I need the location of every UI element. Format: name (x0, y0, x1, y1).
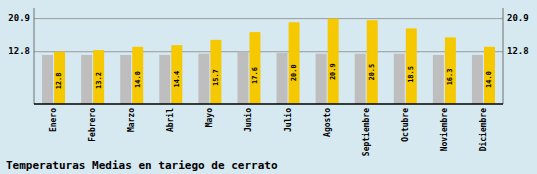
data-label: 16.3 (446, 68, 454, 85)
x-tick-label: Julio (283, 108, 293, 132)
bar (42, 55, 53, 104)
bar (171, 45, 182, 104)
bar (433, 55, 444, 104)
x-tick-label: Abril (165, 108, 175, 132)
bar (406, 28, 417, 104)
data-label: 15.7 (212, 69, 220, 86)
data-label: 12.8 (55, 72, 63, 89)
x-tick-label: Diciembre (478, 108, 488, 152)
data-label: 14.4 (173, 71, 181, 88)
x-tick-label: Enero (49, 108, 58, 132)
bar (237, 52, 248, 104)
x-tick-label: Octubre (401, 108, 410, 142)
x-tick-label: Mayo (205, 108, 214, 127)
x-tick-label: Junio (243, 108, 253, 132)
data-label: 20.9 (329, 63, 337, 80)
data-label: 13.2 (95, 72, 103, 89)
x-tick-label: Agosto (323, 108, 332, 137)
data-label: 14.0 (134, 71, 142, 88)
bar (198, 54, 209, 104)
y2-tick-label: 12.8 (507, 46, 529, 56)
bar (93, 50, 104, 104)
bar (120, 55, 131, 104)
bar (159, 55, 170, 104)
grid-line (34, 51, 503, 52)
bar (472, 55, 483, 104)
bar (316, 54, 327, 104)
bar (132, 47, 143, 104)
y2-axis-line (503, 8, 504, 104)
bar (484, 47, 495, 104)
x-tick-label: Noviembre (439, 108, 449, 152)
data-label: 17.6 (251, 67, 259, 84)
bar (289, 22, 300, 104)
bar (355, 54, 366, 104)
bar (210, 40, 221, 104)
x-tick-label: Septiembre (361, 108, 371, 156)
chart: 12.8 20.9 12.8 20.9 12.8 13.2 14.0 14.4 15.7 17.6… (0, 0, 537, 174)
bar (250, 32, 261, 104)
y-tick-label: 20.9 (8, 13, 30, 23)
y2-tick-label: 20.9 (507, 13, 529, 23)
data-label: 14.0 (485, 71, 493, 88)
data-labels: 12.8 13.2 14.0 14.4 15.7 17.6 20.0 20.9 20.5 18.5… (55, 63, 493, 89)
page: {"chart_data": {"type": "bar", "title": … (0, 0, 537, 174)
data-label: 18.5 (407, 66, 415, 83)
x-tick-label: Marzo (127, 108, 136, 132)
y-axis-line (34, 8, 35, 104)
x-tick-label: Febrero (88, 108, 97, 142)
bar (394, 54, 405, 104)
y-tick-label: 12.8 (8, 46, 30, 56)
data-label: 20.0 (290, 64, 298, 81)
bar (277, 53, 288, 104)
bar (81, 55, 92, 104)
bars (42, 19, 495, 104)
bar (328, 19, 339, 104)
data-label: 20.5 (368, 64, 376, 81)
title: Temperaturas Medias en tariego de cerrat… (6, 159, 278, 172)
bar (367, 20, 378, 104)
bar (445, 37, 456, 104)
x-axis-line (34, 103, 503, 104)
bar (54, 52, 65, 104)
grid-line (34, 18, 503, 19)
